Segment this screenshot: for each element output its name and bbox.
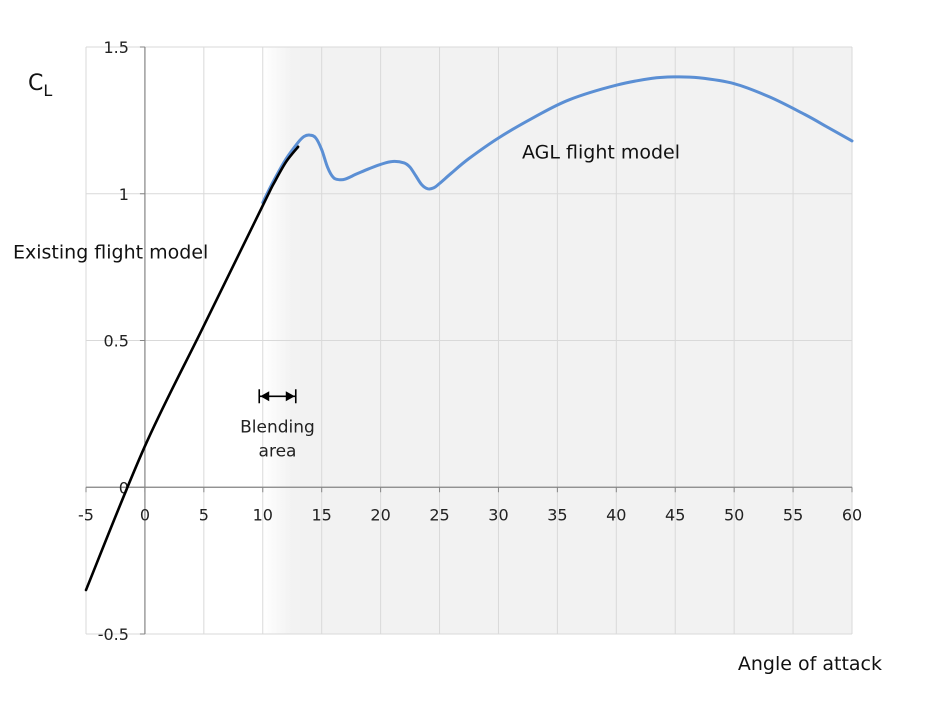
existing-model-label: Existing flight model xyxy=(13,241,208,263)
x-tick-label: 45 xyxy=(665,505,685,524)
grid xyxy=(85,46,853,635)
x-tick-label: 40 xyxy=(606,505,626,524)
existing-model-line xyxy=(84,145,300,592)
x-tick-label: 35 xyxy=(547,505,567,524)
blending-label-line2: area xyxy=(259,441,297,461)
x-tick-label: -5 xyxy=(78,505,94,524)
x-tick-label: 30 xyxy=(488,505,508,524)
agl-model-label: AGL flight model xyxy=(522,142,680,164)
series-lines xyxy=(84,75,854,592)
x-tick-label: 60 xyxy=(842,505,862,524)
y-tick-label: 1 xyxy=(119,185,129,204)
x-axis-label: Angle of attack xyxy=(738,653,882,675)
x-tick-label: 50 xyxy=(724,505,744,524)
blending-arrow-left-head xyxy=(260,391,270,402)
axes xyxy=(85,46,853,635)
y-tick-label: 0 xyxy=(119,478,129,497)
x-tick-label: 55 xyxy=(783,505,803,524)
y-tick-label: -0.5 xyxy=(98,625,129,644)
annotations: AGL flight model Existing flight model Ble… xyxy=(13,142,680,462)
y-axis-label: CL xyxy=(28,71,52,100)
y-tick-label: 0.5 xyxy=(103,332,128,351)
y-tick-label: 1.5 xyxy=(103,38,128,57)
agl-model-line xyxy=(261,75,854,205)
x-tick-label: 0 xyxy=(140,505,150,524)
x-tick-label: 15 xyxy=(312,505,332,524)
blending-arrow-right-head xyxy=(285,391,295,402)
blending-label-line1: Blending xyxy=(240,417,315,437)
tick-labels: -5 0 5 10 15 20 25 30 35 40 45 50 55 60 -0.5 0 0.5 1 1.5 xyxy=(78,38,862,644)
x-tick-label: 20 xyxy=(370,505,390,524)
x-tick-label: 10 xyxy=(253,505,273,524)
x-tick-label: 5 xyxy=(199,505,209,524)
x-tick-label: 25 xyxy=(429,505,449,524)
